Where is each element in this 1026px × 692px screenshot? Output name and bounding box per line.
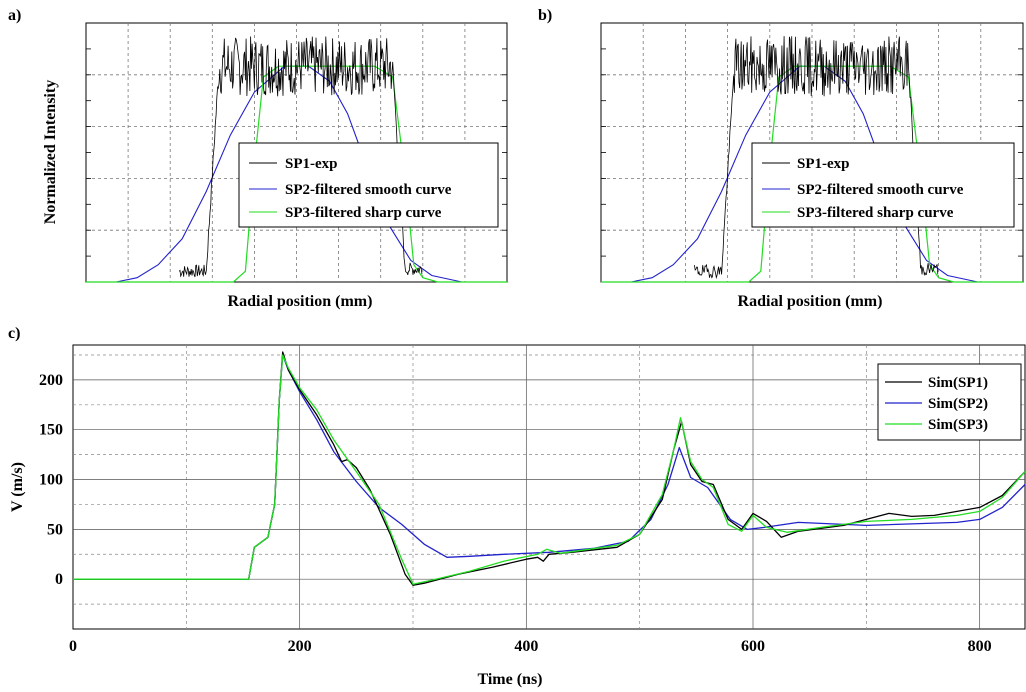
y-tick-label: 150 <box>39 422 63 439</box>
panel-b-legend-box <box>751 142 1015 228</box>
series-sp1-line <box>178 36 423 278</box>
panel-a-legend: SP1-exp SP2-filtered smooth curve SP3-fi… <box>238 142 499 228</box>
legend-a-label-sp3: SP3-filtered sharp curve <box>285 205 442 221</box>
legend-b-label-sp1: SP1-exp <box>797 156 850 172</box>
panel-c-ylabel: V (m/s) <box>9 462 26 512</box>
series-sim-sp3-line <box>73 354 1026 585</box>
panel-a-chart: Radial position (mm) Normalized Intensit… <box>42 22 508 310</box>
series-sp3-line <box>86 65 507 283</box>
panel-a-series <box>86 36 507 283</box>
series-sim-sp1-line <box>73 351 1026 586</box>
panel-label-c: c) <box>8 325 20 342</box>
panel-a-xlabel: Radial position (mm) <box>228 293 373 310</box>
x-tick-label: 600 <box>741 638 765 655</box>
x-tick-label: 800 <box>968 638 992 655</box>
y-tick-label: 0 <box>55 571 63 588</box>
series-sp1-line <box>694 36 939 280</box>
legend-b-label-sp2: SP2-filtered smooth curve <box>797 182 964 198</box>
panel-c-legend-box <box>877 363 1022 441</box>
panel-label-a: a) <box>8 7 21 24</box>
y-tick-label: 100 <box>39 472 63 489</box>
panel-a-legend-box <box>238 142 499 228</box>
panel-b-legend: SP1-exp SP2-filtered smooth curve SP3-fi… <box>751 142 1015 228</box>
x-tick-label: 0 <box>69 638 77 655</box>
panel-c-ticks: 0 200 400 600 800 0 50 100 150 200 <box>39 372 992 655</box>
x-tick-label: 200 <box>288 638 312 655</box>
panel-c-series <box>73 351 1026 586</box>
panel-label-b: b) <box>538 7 552 24</box>
legend-c-label-sp1: Sim(SP1) <box>928 375 988 391</box>
panel-c-xlabel: Time (ns) <box>477 671 542 688</box>
legend-c-label-sp3: Sim(SP3) <box>928 417 988 433</box>
legend-a-label-sp2: SP2-filtered smooth curve <box>285 182 452 198</box>
x-tick-label: 400 <box>514 638 538 655</box>
panel-b-xlabel: Radial position (mm) <box>738 293 883 310</box>
panel-b-chart: Radial position (mm) SP1-exp SP2-filtere… <box>600 22 1024 310</box>
panel-b-series <box>601 36 1023 283</box>
y-tick-label: 200 <box>39 372 63 389</box>
y-tick-label: 50 <box>47 521 63 538</box>
legend-b-label-sp3: SP3-filtered sharp curve <box>797 205 954 221</box>
panel-a-ylabel: Normalized Intensity <box>42 80 59 224</box>
legend-c-label-sp2: Sim(SP2) <box>928 396 988 412</box>
panel-c-chart: 0 200 400 600 800 0 50 100 150 200 Time (ns) V (m… <box>9 344 1026 688</box>
panel-c-legend: Sim(SP1) Sim(SP2) Sim(SP3) <box>877 363 1022 441</box>
legend-a-label-sp1: SP1-exp <box>285 156 338 172</box>
